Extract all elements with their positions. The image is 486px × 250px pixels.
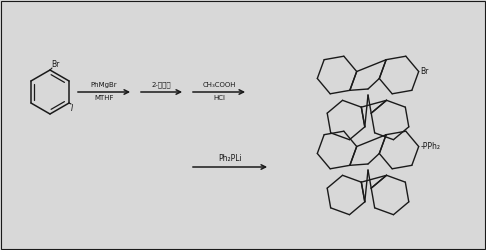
Text: Br: Br bbox=[51, 60, 59, 69]
Text: Ph₂PLi: Ph₂PLi bbox=[218, 154, 242, 163]
Text: HCl: HCl bbox=[213, 95, 225, 101]
Text: CH₃COOH: CH₃COOH bbox=[202, 82, 236, 88]
Text: 2-溪茗锐: 2-溪茗锐 bbox=[152, 82, 171, 88]
Text: Br: Br bbox=[421, 67, 429, 76]
Text: I: I bbox=[71, 104, 73, 113]
Text: PhMgBr: PhMgBr bbox=[91, 82, 117, 88]
Text: -PPh₂: -PPh₂ bbox=[421, 142, 441, 151]
Text: MTHF: MTHF bbox=[94, 95, 114, 101]
